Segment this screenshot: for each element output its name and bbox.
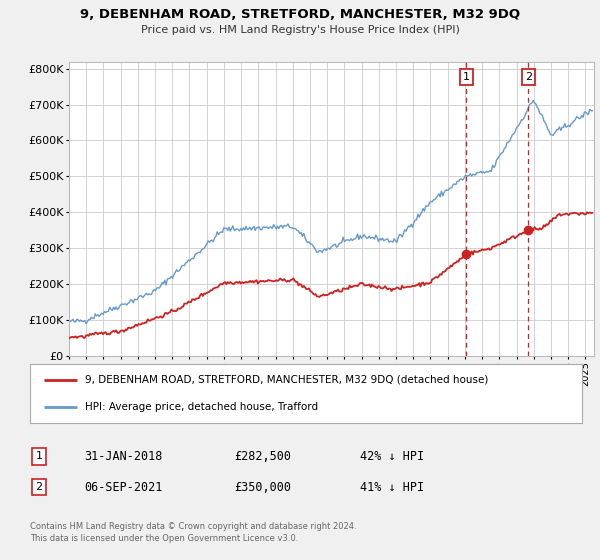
Text: 1: 1 xyxy=(463,72,470,82)
Text: 06-SEP-2021: 06-SEP-2021 xyxy=(84,480,163,494)
Text: Contains HM Land Registry data © Crown copyright and database right 2024.: Contains HM Land Registry data © Crown c… xyxy=(30,522,356,531)
Text: 31-JAN-2018: 31-JAN-2018 xyxy=(84,450,163,463)
Text: £282,500: £282,500 xyxy=(234,450,291,463)
Text: £350,000: £350,000 xyxy=(234,480,291,494)
Text: Price paid vs. HM Land Registry's House Price Index (HPI): Price paid vs. HM Land Registry's House … xyxy=(140,25,460,35)
Text: 41% ↓ HPI: 41% ↓ HPI xyxy=(360,480,424,494)
Text: 9, DEBENHAM ROAD, STRETFORD, MANCHESTER, M32 9DQ (detached house): 9, DEBENHAM ROAD, STRETFORD, MANCHESTER,… xyxy=(85,375,488,385)
Text: This data is licensed under the Open Government Licence v3.0.: This data is licensed under the Open Gov… xyxy=(30,534,298,543)
Text: 2: 2 xyxy=(524,72,532,82)
Text: 1: 1 xyxy=(35,451,43,461)
Text: HPI: Average price, detached house, Trafford: HPI: Average price, detached house, Traf… xyxy=(85,402,319,412)
Text: 2: 2 xyxy=(35,482,43,492)
Text: 42% ↓ HPI: 42% ↓ HPI xyxy=(360,450,424,463)
Text: 9, DEBENHAM ROAD, STRETFORD, MANCHESTER, M32 9DQ: 9, DEBENHAM ROAD, STRETFORD, MANCHESTER,… xyxy=(80,8,520,21)
